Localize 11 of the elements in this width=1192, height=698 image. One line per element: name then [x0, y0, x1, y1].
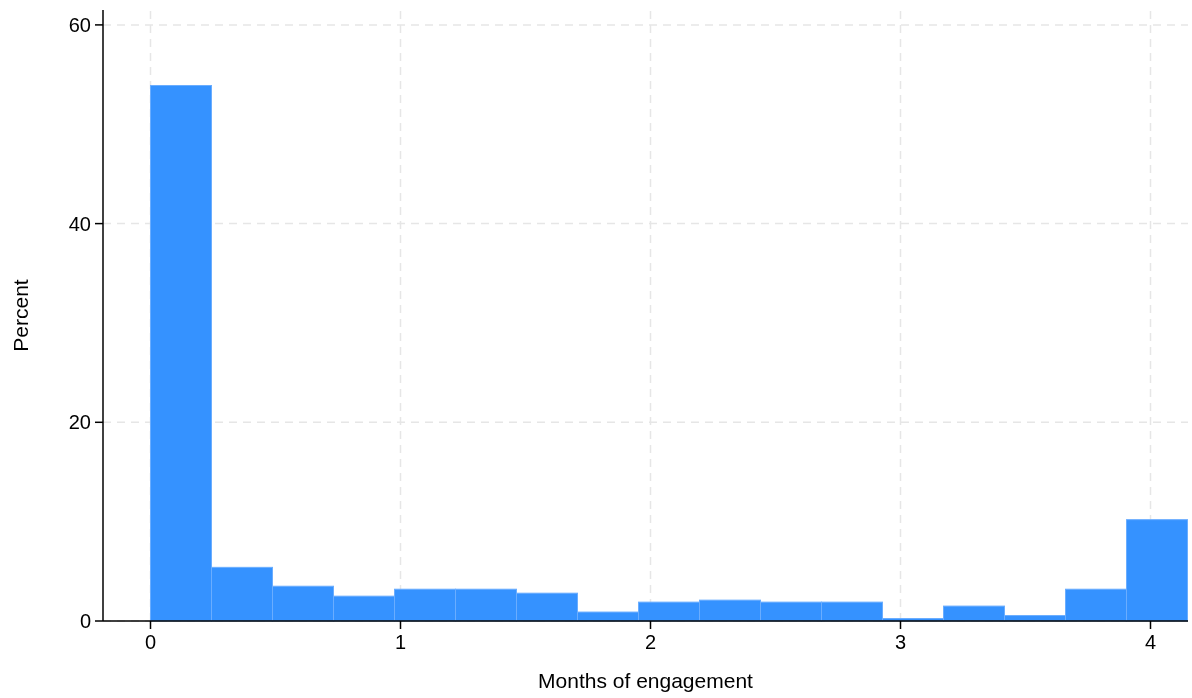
x-tick-label: 1: [394, 631, 407, 653]
x-axis-title: Months of engagement: [538, 669, 754, 692]
y-axis-title: Percent: [9, 279, 32, 352]
x-tick-label: 2: [644, 631, 657, 653]
x-tick-label: 4: [1144, 631, 1157, 653]
y-tick-label: 0: [79, 610, 91, 632]
y-tick-label: 40: [68, 212, 91, 235]
y-tick-label: 60: [68, 13, 91, 36]
x-tick-label: 3: [894, 631, 907, 653]
x-tick-label: 0: [144, 631, 157, 653]
y-tick-label: 20: [68, 411, 91, 434]
